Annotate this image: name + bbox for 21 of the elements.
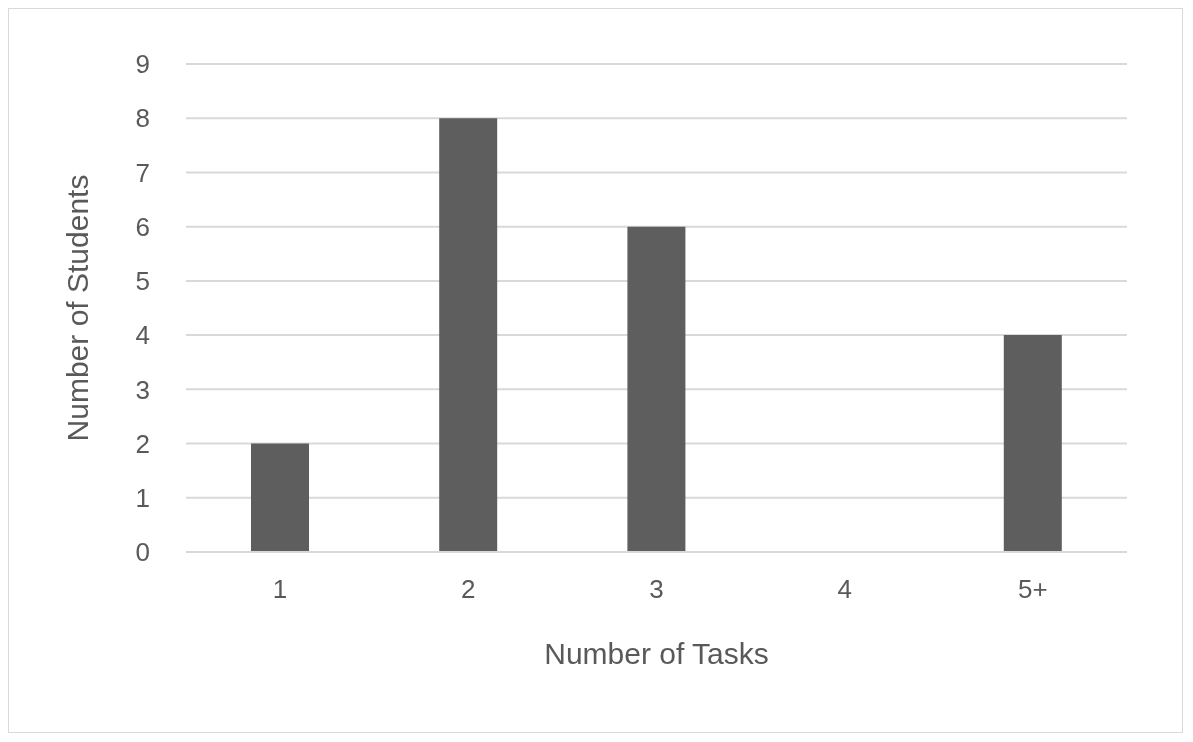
y-tick-label: 8 (135, 103, 150, 134)
y-tick-label: 4 (135, 320, 150, 351)
x-tick-label: 4 (837, 574, 852, 605)
bar (251, 443, 309, 552)
x-tick-label: 1 (272, 574, 288, 605)
bar (627, 226, 686, 552)
bar (439, 118, 498, 552)
y-tick-label: 5 (135, 266, 150, 297)
x-tick-label: 2 (461, 574, 476, 605)
y-tick-label: 6 (135, 211, 150, 242)
y-tick-label: 1 (135, 483, 150, 514)
y-tick-label: 2 (135, 428, 150, 459)
x-tick-label: 5+ (1018, 574, 1048, 605)
bar (1003, 335, 1062, 552)
x-tick-label: 3 (649, 574, 664, 605)
y-tick-label: 9 (135, 49, 150, 80)
y-axis-title: Number of Students (60, 174, 94, 442)
y-tick-label: 0 (135, 537, 150, 568)
x-axis-title: Number of Tasks (544, 637, 769, 670)
y-tick-label: 7 (135, 157, 150, 188)
y-tick-label: 3 (135, 374, 150, 405)
